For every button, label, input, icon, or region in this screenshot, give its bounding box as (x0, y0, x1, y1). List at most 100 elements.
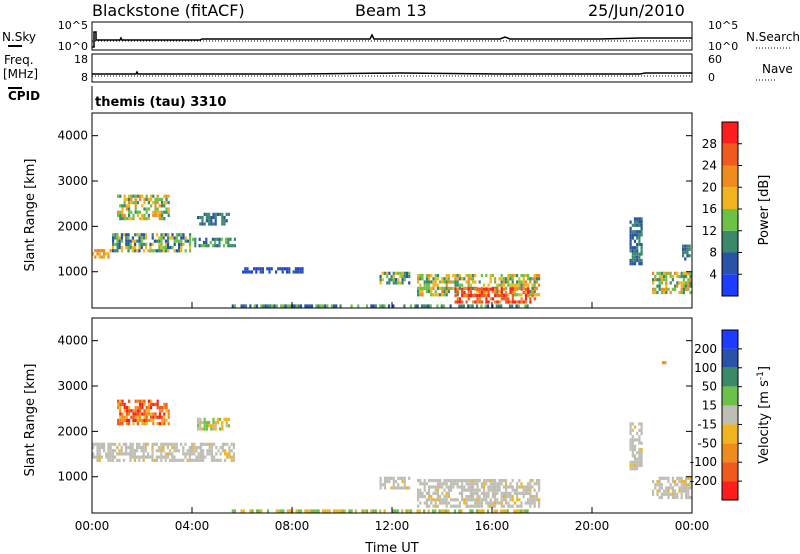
scatter-cell (244, 304, 248, 308)
nsky-tick-top: 10^5 (58, 19, 88, 32)
scatter-cell (142, 249, 145, 253)
scatter-cell (428, 286, 431, 290)
scatter-cell (155, 458, 158, 462)
scatter-cell (162, 249, 165, 253)
scatter-cell (144, 445, 147, 450)
scatter-cell (214, 237, 217, 241)
velocity-y-label: Slant Range [km] (23, 364, 38, 477)
scatter-cell (515, 304, 518, 308)
scatter-cell (139, 415, 142, 419)
scatter-cell (202, 449, 205, 453)
scatter-cell (134, 406, 137, 410)
scatter-cell (500, 482, 503, 486)
scatter-cell (652, 479, 655, 484)
scatter-cell (654, 278, 657, 282)
scatter-cell (130, 210, 133, 214)
scatter-cell (678, 290, 681, 295)
scatter-cell (167, 233, 170, 237)
scatter-cell (480, 290, 484, 294)
scatter-cell (139, 406, 142, 410)
scatter-cell (134, 418, 137, 423)
scatter-cell (96, 442, 99, 446)
scatter-cell (401, 278, 404, 282)
scatter-cell (478, 290, 481, 294)
scatter-cell (288, 304, 292, 308)
scatter-cell (680, 479, 683, 484)
scatter-cell (381, 304, 384, 308)
scatter-cell (507, 273, 510, 278)
scatter-cell (156, 422, 159, 426)
scatter-cell (500, 501, 503, 505)
scatter-cell (443, 280, 446, 284)
scatter-cell (103, 449, 106, 453)
scatter-cell (167, 210, 170, 214)
scatter-cell (432, 491, 435, 495)
scatter-cell (134, 249, 137, 253)
scatter-cell (306, 304, 309, 308)
scatter-cell (507, 297, 510, 301)
scatter-cell (443, 277, 446, 281)
scatter-cell (202, 442, 205, 446)
scatter-cell (674, 492, 677, 496)
scatter-cell (441, 289, 444, 294)
scatter-cell (100, 442, 103, 446)
scatter-cell (152, 194, 155, 198)
scatter-cell (116, 458, 119, 462)
scatter-cell (125, 217, 128, 221)
scatter-cell (145, 422, 148, 426)
scatter-cell (337, 509, 340, 513)
scatter-cell (164, 458, 167, 462)
scatter-cell (638, 255, 641, 259)
scatter-cell (182, 458, 185, 462)
scatter-cell (522, 286, 525, 290)
scatter-cell (201, 427, 204, 431)
scatter-cell (390, 486, 393, 490)
scatter-cell (154, 213, 157, 218)
scatter-cell (443, 289, 446, 294)
scatter-cell (162, 455, 165, 459)
scatter-cell (92, 452, 95, 456)
scatter-cell (142, 442, 145, 446)
scatter-cell (633, 249, 637, 253)
scatter-cell (138, 445, 141, 450)
scatter-cell (292, 270, 295, 274)
scatter-cell (476, 478, 479, 483)
scatter-cell (397, 278, 400, 282)
scatter-cell (122, 452, 125, 456)
scatter-cell (140, 445, 143, 450)
scatter-cell (145, 197, 148, 202)
scatter-cell (505, 491, 508, 495)
scatter-cell (136, 201, 139, 205)
scatter-cell (538, 498, 541, 502)
scatter-cell (487, 488, 490, 492)
scatter-cell (201, 219, 204, 223)
scatter-cell (535, 280, 538, 284)
scatter-cell (684, 257, 687, 261)
power-colorbar-swatch (722, 122, 738, 144)
scatter-cell (656, 284, 659, 288)
scatter-cell (671, 287, 674, 291)
scatter-cell (98, 458, 101, 462)
scatter-cell (472, 491, 475, 495)
scatter-cell (182, 236, 185, 240)
scatter-cell (491, 478, 494, 483)
scatter-cell (388, 479, 391, 484)
scatter-cell (518, 280, 521, 284)
scatter-cell (197, 417, 200, 421)
scatter-cell (143, 402, 146, 407)
scatter-cell (301, 270, 304, 274)
scatter-cell (128, 197, 131, 202)
scatter-cell (232, 455, 235, 459)
scatter-cell (213, 442, 216, 446)
scatter-cell (203, 424, 206, 428)
scatter-cell (687, 489, 690, 493)
scatter-cell (498, 289, 501, 294)
scatter-cell (676, 495, 679, 500)
scatter-cell (447, 478, 450, 483)
scatter-cell (107, 449, 110, 453)
scatter-cell (467, 494, 470, 499)
scatter-cell (171, 445, 174, 450)
scatter-cell (116, 249, 119, 253)
scatter-cell (425, 501, 428, 505)
scatter-cell (629, 239, 632, 243)
